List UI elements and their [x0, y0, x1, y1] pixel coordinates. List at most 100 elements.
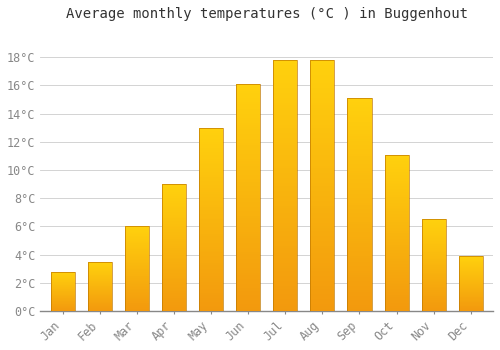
Bar	[458, 273, 483, 274]
Bar	[422, 288, 446, 289]
Bar	[88, 302, 112, 303]
Bar	[199, 260, 223, 261]
Bar	[236, 282, 260, 284]
Bar	[199, 133, 223, 135]
Bar	[422, 261, 446, 262]
Bar	[273, 161, 297, 163]
Bar	[236, 139, 260, 141]
Bar	[384, 223, 408, 225]
Bar	[458, 284, 483, 285]
Bar	[50, 275, 74, 276]
Bar	[384, 258, 408, 259]
Bar	[310, 266, 334, 268]
Bar	[384, 231, 408, 233]
Bar	[273, 85, 297, 88]
Bar	[199, 229, 223, 230]
Bar	[384, 225, 408, 226]
Bar	[458, 269, 483, 270]
Bar	[422, 306, 446, 307]
Bar	[236, 229, 260, 232]
Bar	[273, 183, 297, 186]
Bar	[348, 230, 372, 232]
Bar	[422, 300, 446, 301]
Bar	[50, 285, 74, 286]
Bar	[162, 299, 186, 300]
Bar	[124, 231, 149, 232]
Bar	[422, 262, 446, 264]
Bar	[384, 195, 408, 197]
Bar	[384, 259, 408, 261]
Bar	[273, 148, 297, 150]
Bar	[162, 253, 186, 254]
Bar	[310, 206, 334, 208]
Bar	[236, 143, 260, 145]
Bar	[124, 298, 149, 299]
Bar	[236, 264, 260, 266]
Bar	[273, 155, 297, 158]
Bar	[124, 226, 149, 311]
Bar	[162, 289, 186, 291]
Bar	[384, 308, 408, 309]
Bar	[50, 299, 74, 300]
Bar	[384, 178, 408, 180]
Bar	[458, 263, 483, 264]
Bar	[273, 191, 297, 193]
Bar	[310, 150, 334, 153]
Bar	[124, 295, 149, 296]
Bar	[162, 265, 186, 267]
Bar	[199, 216, 223, 218]
Bar	[422, 279, 446, 280]
Bar	[236, 113, 260, 116]
Bar	[162, 269, 186, 271]
Bar	[348, 279, 372, 281]
Bar	[348, 266, 372, 268]
Bar	[88, 281, 112, 282]
Bar	[273, 95, 297, 98]
Bar	[458, 275, 483, 276]
Bar	[310, 279, 334, 281]
Bar	[273, 271, 297, 273]
Bar	[458, 308, 483, 309]
Bar	[273, 291, 297, 294]
Bar	[50, 288, 74, 289]
Bar	[124, 288, 149, 289]
Bar	[422, 246, 446, 247]
Bar	[124, 284, 149, 285]
Bar	[199, 232, 223, 234]
Bar	[50, 301, 74, 302]
Bar	[199, 214, 223, 216]
Bar	[199, 203, 223, 205]
Bar	[124, 239, 149, 240]
Bar	[310, 243, 334, 246]
Bar	[348, 260, 372, 262]
Bar	[384, 167, 408, 169]
Bar	[273, 258, 297, 261]
Bar	[422, 292, 446, 293]
Bar	[236, 159, 260, 161]
Bar	[348, 298, 372, 300]
Bar	[124, 285, 149, 286]
Bar	[124, 251, 149, 252]
Bar	[348, 247, 372, 249]
Bar	[273, 256, 297, 258]
Bar	[384, 214, 408, 216]
Bar	[236, 238, 260, 241]
Bar	[458, 256, 483, 257]
Bar	[310, 83, 334, 85]
Bar	[236, 216, 260, 218]
Bar	[310, 130, 334, 133]
Bar	[348, 192, 372, 194]
Bar	[162, 271, 186, 272]
Bar	[348, 179, 372, 181]
Bar	[458, 258, 483, 259]
Bar	[310, 100, 334, 103]
Bar	[273, 201, 297, 203]
Bar	[124, 245, 149, 246]
Bar	[273, 158, 297, 161]
Bar	[236, 152, 260, 154]
Bar	[348, 105, 372, 107]
Bar	[124, 246, 149, 247]
Bar	[310, 288, 334, 291]
Bar	[236, 130, 260, 132]
Bar	[310, 125, 334, 128]
